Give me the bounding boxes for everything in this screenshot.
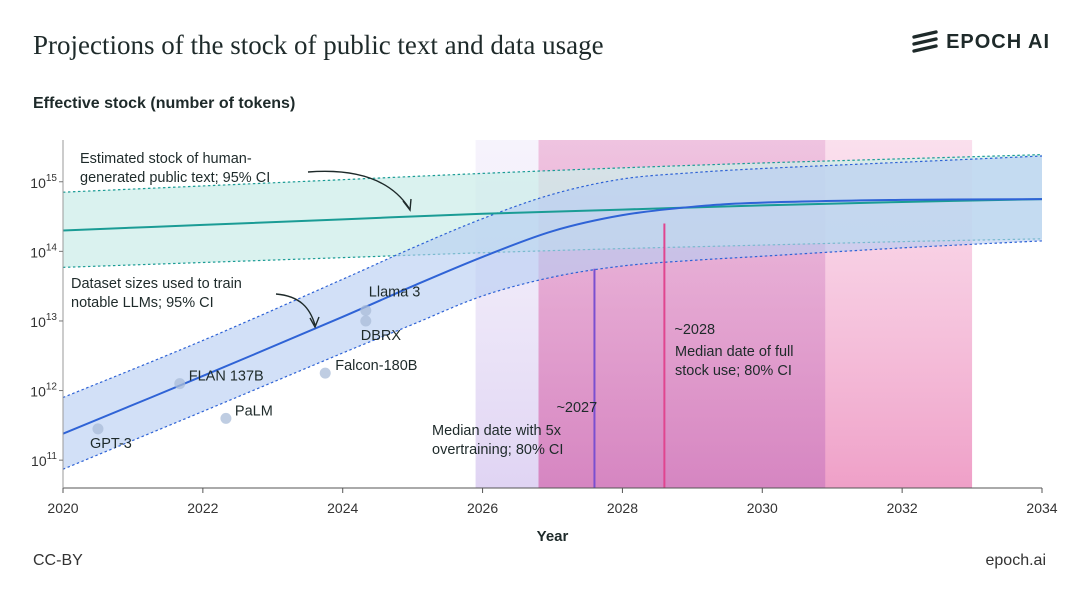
estimate-desc-1-1: stock use; 80% CI	[675, 363, 792, 379]
estimate-desc-0-1: overtraining; 80% CI	[432, 442, 563, 458]
model-point-flan-137b	[174, 378, 186, 390]
license-label: CC-BY	[33, 552, 83, 569]
series-annotation-1-0: Dataset sizes used to train	[71, 276, 242, 292]
model-point-falcon-180b	[319, 367, 331, 379]
model-label-falcon-180b: Falcon-180B	[335, 358, 417, 374]
usage-annotation-arrow	[275, 293, 316, 326]
model-point-palm	[220, 412, 232, 424]
x-tick-2034: 2034	[1026, 500, 1057, 516]
usage-median-line	[63, 198, 1042, 435]
estimate-year-0: ~2027	[556, 400, 597, 416]
model-point-dbrx	[360, 315, 372, 327]
y-tick-12: 1012	[30, 382, 57, 400]
stock-ci-upper	[63, 154, 1042, 193]
model-label-dbrx: DBRX	[361, 328, 402, 344]
brand-name: EPOCH AI	[946, 30, 1050, 53]
y-tick-14: 1014	[30, 242, 57, 260]
usage-ci-band	[63, 156, 1042, 470]
chart-title: Projections of the stock of public text …	[33, 30, 604, 60]
stock-annotation-arrow	[307, 170, 410, 209]
series-annotation-0-1: generated public text; 95% CI	[80, 170, 270, 186]
series-annotation-1-1: notable LLMs; 95% CI	[71, 295, 214, 311]
x-tick-2028: 2028	[607, 500, 638, 516]
model-label-flan-137b: FLAN 137B	[189, 369, 264, 385]
usage-ci-upper	[63, 155, 1042, 399]
stock-arrow-head	[402, 198, 412, 212]
y-axis-label: Effective stock (number of tokens)	[33, 95, 296, 112]
usage-ci-lower	[63, 240, 1042, 470]
y-tick-15: 1015	[30, 173, 57, 191]
series-annotation-0-0: Estimated stock of human-	[80, 151, 252, 167]
epoch-logo-icon	[912, 30, 938, 53]
x-axis-label: Year	[537, 528, 569, 545]
stock-median-line	[63, 198, 1042, 232]
x-tick-2030: 2030	[747, 500, 778, 516]
model-point-gpt-3	[92, 423, 104, 435]
model-point-llama-3	[360, 305, 372, 317]
x-tick-2026: 2026	[467, 500, 498, 516]
estimate-year-1: ~2028	[674, 322, 715, 338]
model-label-gpt-3: GPT-3	[90, 436, 132, 452]
y-tick-11: 1011	[31, 451, 57, 469]
usage-arrow-head	[309, 316, 320, 329]
site-link[interactable]: epoch.ai	[985, 552, 1047, 569]
x-tick-2024: 2024	[327, 500, 358, 516]
x-tick-2032: 2032	[887, 500, 918, 516]
x-tick-2022: 2022	[187, 500, 218, 516]
epoch-logo[interactable]: EPOCH AI	[912, 30, 1050, 54]
model-label-llama-3: Llama 3	[369, 285, 421, 301]
y-tick-13: 1013	[30, 312, 57, 330]
stock-ci-lower	[63, 238, 1042, 268]
x-tick-2020: 2020	[47, 500, 78, 516]
estimate-desc-1-0: Median date of full	[675, 344, 794, 360]
estimate-desc-0-0: Median date with 5x	[432, 423, 562, 439]
model-label-palm: PaLM	[235, 403, 273, 419]
